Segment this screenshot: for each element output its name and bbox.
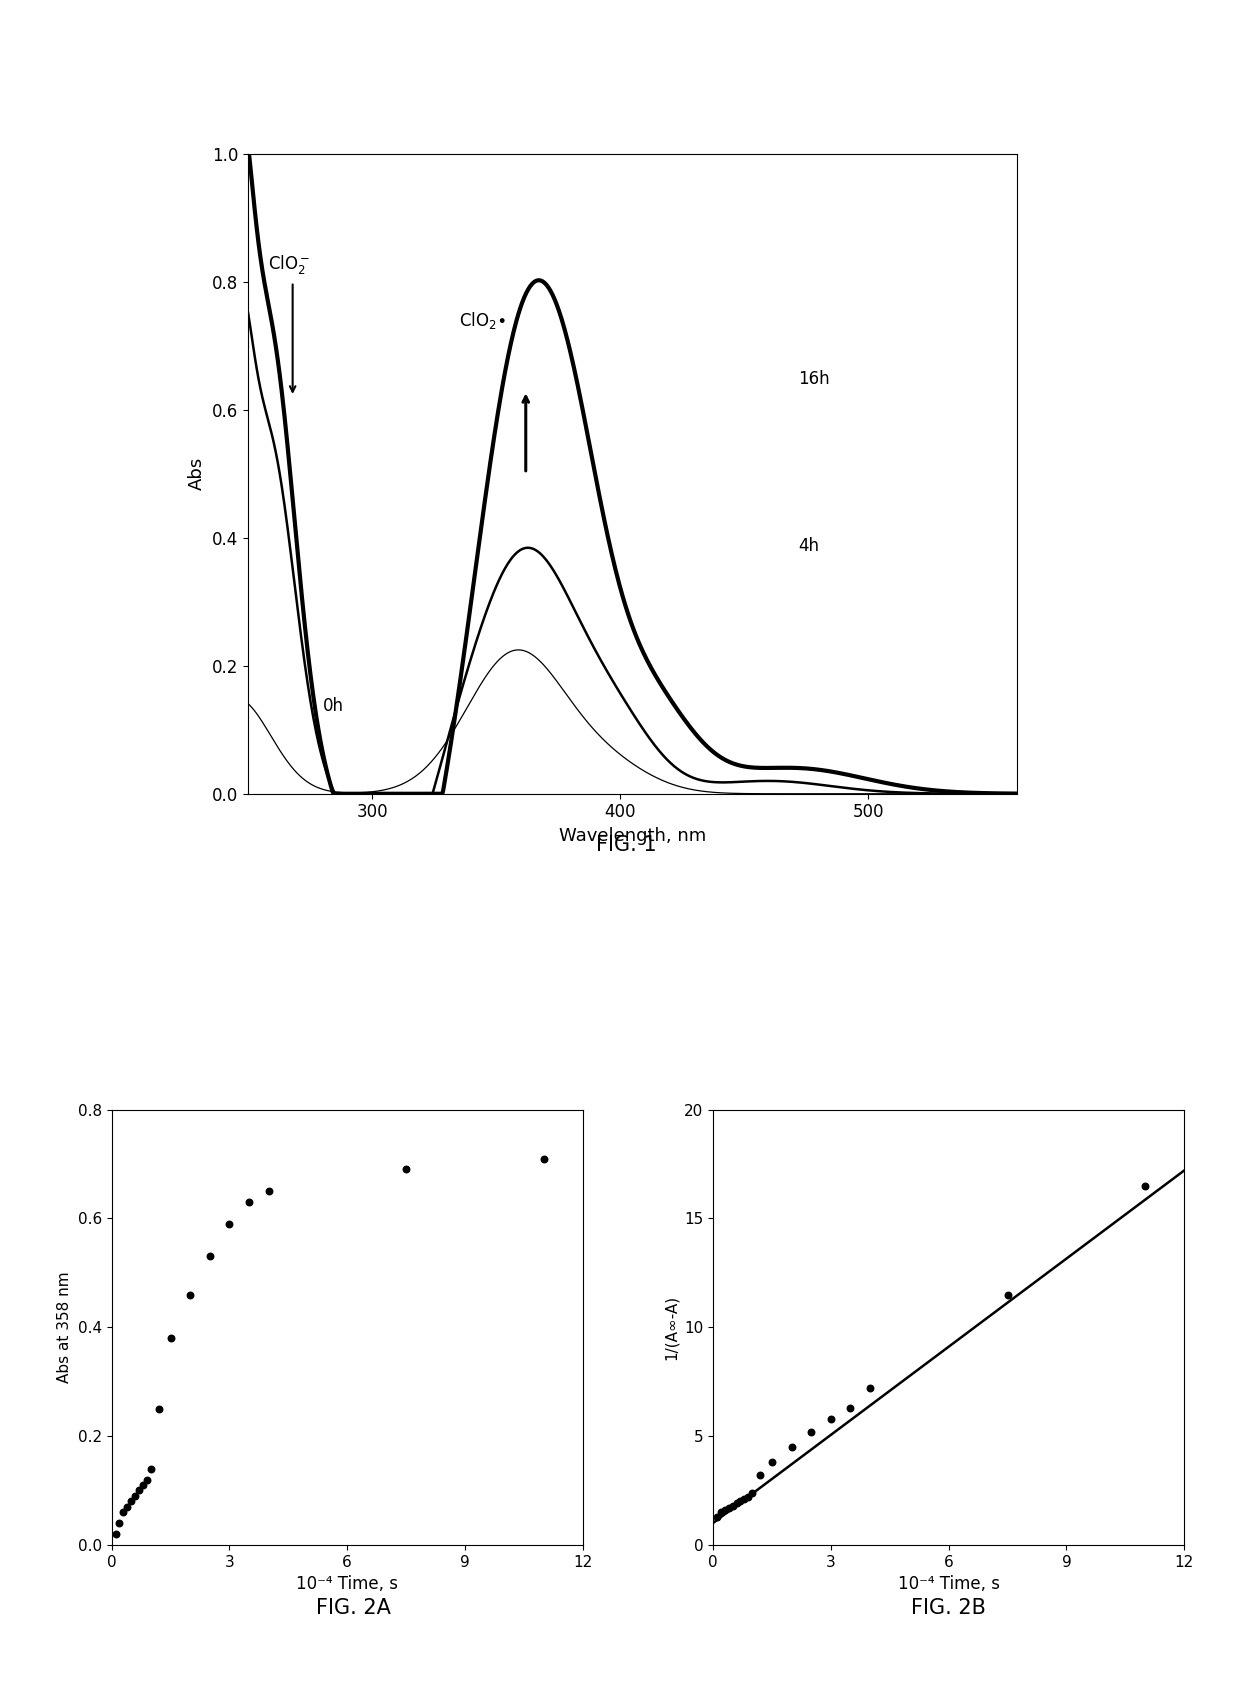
Point: [841, 1395, 861, 1422]
Point: [141, 1454, 161, 1482]
Text: 0h: 0h: [322, 696, 343, 715]
X-axis label: 10⁻⁴ Time, s: 10⁻⁴ Time, s: [898, 1576, 999, 1593]
Point: [730, 1487, 750, 1516]
Point: [239, 1188, 259, 1215]
Point: [533, 1145, 553, 1173]
Point: [105, 1521, 125, 1548]
Text: 4h: 4h: [799, 536, 820, 555]
Point: [719, 1494, 739, 1521]
Point: [761, 1449, 781, 1477]
Point: [861, 1374, 880, 1401]
Point: [149, 1395, 169, 1422]
Point: [180, 1280, 200, 1308]
Point: [821, 1405, 841, 1432]
Point: [114, 1499, 133, 1526]
Text: ClO$_2^-$: ClO$_2^-$: [268, 253, 310, 277]
Point: [200, 1243, 219, 1270]
Point: [109, 1509, 129, 1536]
Text: FIG. 1: FIG. 1: [596, 835, 656, 855]
Point: [136, 1466, 156, 1494]
Point: [781, 1434, 801, 1461]
Point: [714, 1497, 734, 1524]
Point: [396, 1156, 415, 1183]
Point: [219, 1210, 239, 1238]
X-axis label: Wavelength, nm: Wavelength, nm: [559, 826, 706, 845]
Point: [739, 1483, 759, 1511]
X-axis label: 10⁻⁴ Time, s: 10⁻⁴ Time, s: [296, 1576, 398, 1593]
Point: [1135, 1173, 1154, 1200]
Point: [711, 1499, 730, 1526]
Point: [129, 1477, 149, 1504]
Y-axis label: Abs: Abs: [188, 457, 206, 490]
Point: [743, 1478, 763, 1506]
Text: 16h: 16h: [799, 370, 831, 387]
Point: [133, 1471, 153, 1499]
Text: ClO$_2$$\bullet$: ClO$_2$$\bullet$: [459, 311, 506, 331]
Point: [723, 1492, 743, 1519]
Y-axis label: Abs at 358 nm: Abs at 358 nm: [57, 1272, 72, 1383]
Point: [997, 1280, 1017, 1308]
Point: [727, 1490, 746, 1518]
Point: [118, 1494, 138, 1521]
Point: [122, 1489, 141, 1516]
Text: FIG. 2A: FIG. 2A: [316, 1598, 391, 1618]
Point: [125, 1482, 145, 1509]
Point: [750, 1461, 770, 1489]
Point: [734, 1485, 754, 1512]
Text: FIG. 2B: FIG. 2B: [911, 1598, 986, 1618]
Point: [161, 1325, 181, 1352]
Point: [801, 1419, 821, 1446]
Point: [707, 1502, 727, 1529]
Y-axis label: 1/(A∞-A): 1/(A∞-A): [663, 1294, 678, 1360]
Point: [259, 1178, 279, 1205]
